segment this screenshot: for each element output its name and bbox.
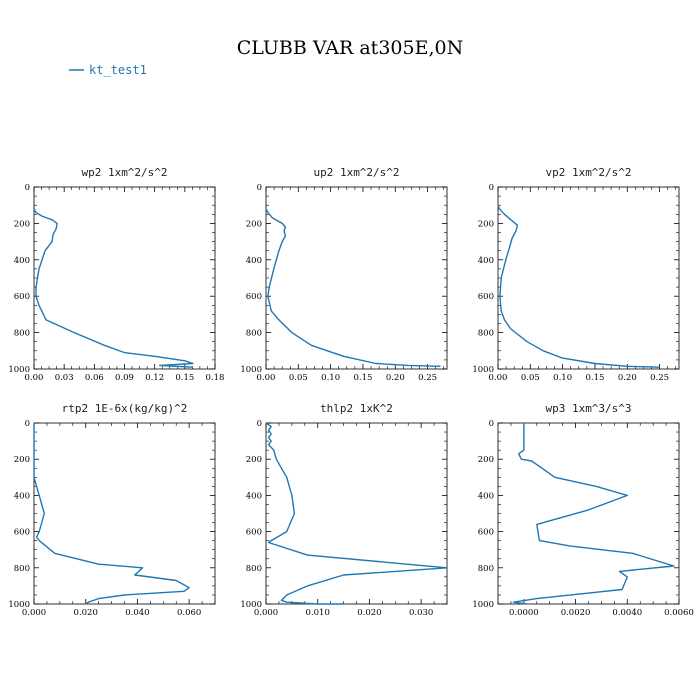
panel-title: up2 1xm^2/s^2 — [313, 166, 399, 179]
y-tick-label: 200 — [246, 455, 262, 465]
y-tick-label: 400 — [14, 256, 30, 266]
series-line-kt-test1 — [497, 204, 660, 368]
y-tick-label: 1000 — [472, 365, 494, 375]
y-tick-label: 800 — [246, 329, 262, 339]
y-tick-label: 0 — [489, 183, 494, 193]
panel-3: vp2 1xm^2/s^2 0.00 0.05 0.10 0.15 0.20 0.25 0 20… — [472, 166, 680, 383]
x-tick-label: 0.0040 — [612, 608, 642, 618]
x-tick-label: 0.00 — [257, 373, 276, 383]
series-line-kt-test1 — [512, 423, 675, 605]
figure-title: CLUBB VAR at305E,0N — [237, 37, 463, 59]
panel-title: rtp2 1E-6x(kg/kg)^2 — [62, 402, 188, 415]
x-tick-label: 0.15 — [175, 373, 194, 383]
x-tick-label: 0.25 — [418, 373, 437, 383]
x-tick-label: 0.09 — [115, 373, 134, 383]
x-tick-label: 0.0060 — [664, 608, 694, 618]
y-tick-label: 0 — [257, 419, 262, 429]
series-line-kt-test1 — [33, 423, 190, 605]
x-tick-label: 0.15 — [585, 373, 604, 383]
x-tick-label: 0.010 — [306, 608, 330, 618]
x-tick-label: 0.0020 — [561, 608, 591, 618]
y-tick-label: 800 — [478, 329, 494, 339]
x-tick-label: 0.060 — [177, 608, 201, 618]
x-tick-label: 0.03 — [55, 373, 74, 383]
y-tick-label: 600 — [246, 292, 262, 302]
plot-frame — [497, 186, 680, 370]
x-tick-label: 0.05 — [289, 373, 308, 383]
x-tick-label: 0.12 — [145, 373, 164, 383]
y-tick-label: 600 — [14, 528, 30, 538]
y-tick-label: 200 — [478, 219, 494, 229]
x-tick-label: 0.0000 — [509, 608, 539, 618]
y-tick-label: 400 — [246, 491, 262, 501]
plot-frame — [497, 422, 680, 605]
series-line-kt-test1 — [33, 205, 194, 368]
y-tick-label: 600 — [14, 292, 30, 302]
y-tick-label: 400 — [14, 491, 30, 501]
y-tick-label: 1000 — [8, 365, 30, 375]
y-tick-label: 0 — [25, 419, 30, 429]
panel-5: thlp2 1xK^2 0.000 0.010 0.020 0.030 0 200 400 60… — [240, 402, 448, 618]
x-tick-label: 0.10 — [321, 373, 340, 383]
panel-title: vp2 1xm^2/s^2 — [545, 166, 631, 179]
series-line-kt-test1 — [265, 422, 448, 605]
panel-1: wp2 1xm^2/s^2 0.00 0.03 0.06 0.09 0.12 0.15 0.1… — [8, 166, 224, 383]
y-tick-label: 400 — [478, 256, 494, 266]
plot-frame — [265, 186, 448, 370]
panel-title: wp2 1xm^2/s^2 — [81, 166, 167, 179]
y-tick-label: 800 — [14, 564, 30, 574]
y-tick-label: 600 — [478, 292, 494, 302]
x-tick-label: 0.15 — [353, 373, 372, 383]
x-tick-label: 0.020 — [357, 608, 381, 618]
x-tick-label: 0.040 — [125, 608, 149, 618]
x-tick-label: 0.00 — [25, 373, 44, 383]
y-tick-label: 1000 — [472, 600, 494, 610]
x-tick-label: 0.18 — [206, 373, 225, 383]
plot-frame — [33, 422, 216, 605]
y-tick-label: 800 — [246, 564, 262, 574]
panels: wp2 1xm^2/s^2 0.00 0.03 0.06 0.09 0.12 0.15 0.1… — [8, 166, 694, 618]
x-tick-label: 0.20 — [386, 373, 405, 383]
x-tick-label: 0.20 — [618, 373, 637, 383]
panel-4: rtp2 1E-6x(kg/kg)^2 0.000 0.020 0.040 0.060 0… — [8, 402, 216, 618]
x-tick-label: 0.06 — [85, 373, 104, 383]
x-tick-label: 0.10 — [553, 373, 572, 383]
y-tick-label: 0 — [489, 419, 494, 429]
x-tick-label: 0.25 — [650, 373, 669, 383]
x-tick-label: 0.05 — [521, 373, 540, 383]
panel-6: wp3 1xm^3/s^3 0.0000 0.0020 0.0040 0.0060 0 20… — [472, 402, 694, 618]
x-tick-label: 0.000 — [254, 608, 278, 618]
x-tick-label: 0.00 — [489, 373, 508, 383]
legend-label: kt_test1 — [89, 63, 147, 77]
y-tick-label: 1000 — [8, 600, 30, 610]
y-tick-label: 200 — [246, 219, 262, 229]
y-tick-label: 1000 — [240, 365, 262, 375]
x-tick-label: 0.000 — [22, 608, 46, 618]
x-tick-label: 0.030 — [409, 608, 433, 618]
panel-title: wp3 1xm^3/s^3 — [545, 402, 631, 415]
y-tick-label: 400 — [246, 256, 262, 266]
y-tick-label: 0 — [25, 183, 30, 193]
y-tick-label: 400 — [478, 491, 494, 501]
y-tick-label: 600 — [478, 528, 494, 538]
y-tick-label: 200 — [14, 455, 30, 465]
panel-title: thlp2 1xK^2 — [320, 402, 393, 415]
legend: kt_test1 — [69, 63, 147, 77]
plot-frame — [265, 422, 448, 605]
plot-frame — [33, 186, 216, 370]
y-tick-label: 1000 — [240, 600, 262, 610]
x-tick-label: 0.020 — [74, 608, 98, 618]
y-tick-label: 200 — [478, 455, 494, 465]
y-tick-label: 800 — [478, 564, 494, 574]
panel-2: up2 1xm^2/s^2 0.00 0.05 0.10 0.15 0.20 0.25 0 20… — [240, 166, 448, 383]
y-tick-label: 200 — [14, 219, 30, 229]
y-tick-label: 800 — [14, 329, 30, 339]
y-tick-label: 600 — [246, 528, 262, 538]
series-line-kt-test1 — [265, 205, 441, 367]
y-tick-label: 0 — [257, 183, 262, 193]
